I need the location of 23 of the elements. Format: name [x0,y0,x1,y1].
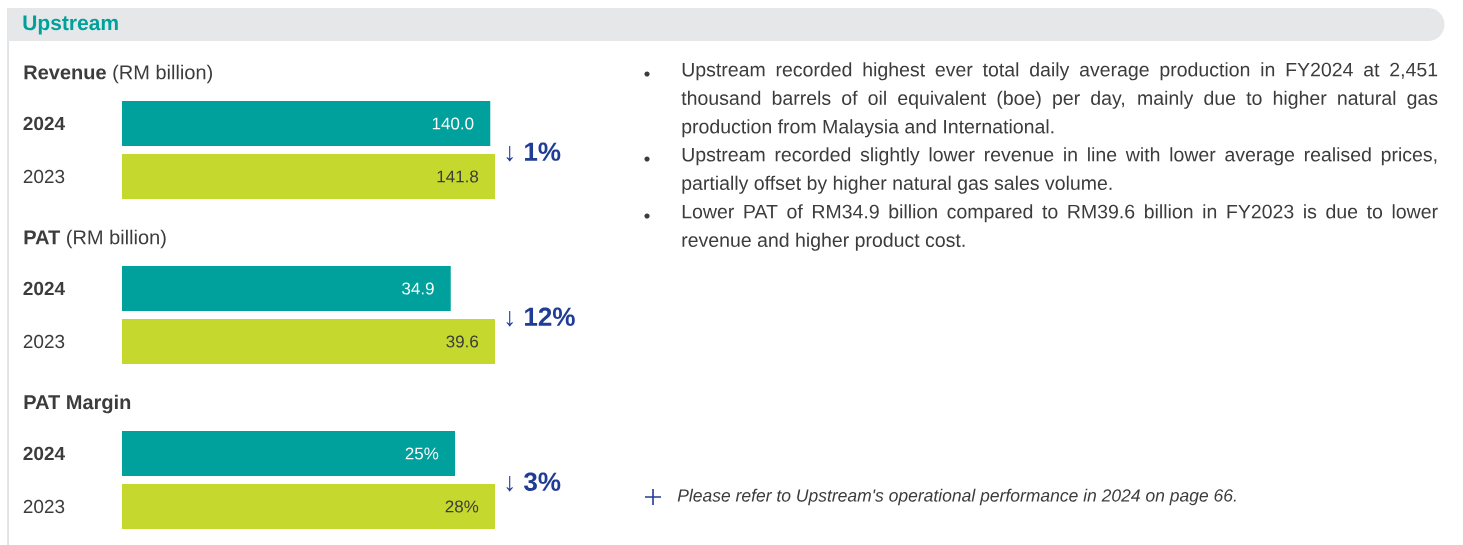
text: ↓ 12% [506,307,575,327]
text: Lower PAT of RM34.9 billion compared to RM39.6 billion in FY2023 is due to lower revenue and higher product cost. [682,204,1438,251]
chart-title: PAT (RM billion) [24,229,166,249]
text: ↓ 1% [506,142,561,162]
y-tick-label: 2024 [23,281,65,296]
data-label: 39.6 [446,335,479,348]
text: Upstream [23,15,118,35]
data-label: 28% [445,500,479,513]
y-tick-label: 2023 [23,499,65,514]
chart-title: PAT Margin [24,394,131,414]
data-label: 25% [405,447,439,460]
text: ↓ 3% [506,472,561,492]
data-label: 140.0 [432,117,474,130]
text: Please refer to Upstream's operational performance in 2024 on page 66. [677,488,1236,506]
data-label: 141.8 [437,170,479,183]
y-tick-label: 2023 [23,169,65,184]
chart-title: Revenue (RM billion) [24,64,212,84]
data-label: 34.9 [402,282,434,295]
y-tick-label: 2023 [23,334,65,349]
text: Upstream recorded slightly lower revenue in line with lower average realised prices, partially offset by higher natural gas sales volume. [682,147,1437,194]
y-tick-label: 2024 [23,446,65,461]
y-tick-label: 2024 [23,116,65,131]
text: Upstream recorded highest ever total daily average production in FY2024 at 2,451 thousand barrels of oil equivalent (boe) per day, mainly due to higher natural gas production from Malaysia and International. [681,62,1438,138]
